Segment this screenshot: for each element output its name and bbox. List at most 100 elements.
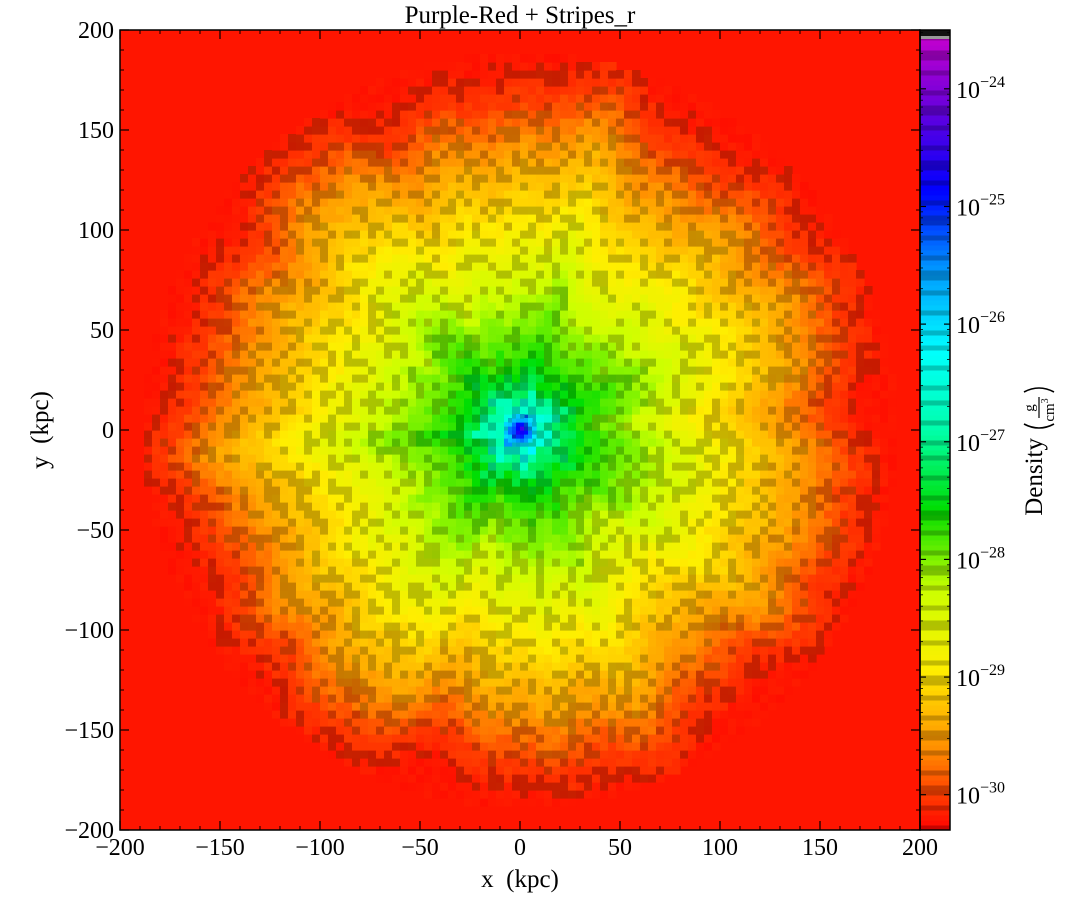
heatmap-cell (344, 622, 353, 631)
heatmap-cell (400, 278, 409, 287)
heatmap-cell (424, 790, 433, 799)
heatmap-cell (240, 374, 249, 383)
heatmap-cell (352, 294, 361, 303)
heatmap-cell (488, 558, 497, 567)
heatmap-cell (496, 550, 505, 559)
heatmap-cell (608, 614, 617, 623)
heatmap-cell (288, 382, 297, 391)
heatmap-cell (200, 310, 209, 319)
heatmap-cell (512, 646, 521, 655)
heatmap-cell (464, 702, 473, 711)
heatmap-cell (504, 406, 513, 415)
heatmap-cell (448, 494, 457, 503)
heatmap-cell (440, 726, 449, 735)
heatmap-cell (384, 110, 393, 119)
heatmap-cell (320, 470, 329, 479)
heatmap-cell (480, 166, 489, 175)
heatmap-cell (416, 158, 425, 167)
heatmap-cell (640, 494, 649, 503)
heatmap-cell (232, 190, 241, 199)
heatmap-cell (424, 734, 433, 743)
heatmap-cell (264, 694, 273, 703)
heatmap-cell (352, 110, 361, 119)
heatmap-cell (400, 734, 409, 743)
heatmap-cell (616, 310, 625, 319)
heatmap-cell (520, 126, 529, 135)
heatmap-cell (400, 366, 409, 375)
heatmap-cell (336, 318, 345, 327)
heatmap-cell (392, 542, 401, 551)
heatmap-cell (584, 758, 593, 767)
heatmap-cell (280, 142, 289, 151)
heatmap-cell (456, 350, 465, 359)
heatmap-cell (576, 326, 585, 335)
heatmap-cell (352, 566, 361, 575)
heatmap-cell (472, 78, 481, 87)
heatmap-cell (456, 638, 465, 647)
heatmap-cell (520, 278, 529, 287)
heatmap-cell (288, 422, 297, 431)
heatmap-cell (512, 622, 521, 631)
heatmap-cell (640, 374, 649, 383)
heatmap-cell (192, 486, 201, 495)
heatmap-cell (312, 366, 321, 375)
heatmap-cell (360, 694, 369, 703)
heatmap-cell (192, 422, 201, 431)
heatmap-cell (560, 454, 569, 463)
heatmap-cell (632, 294, 641, 303)
heatmap-cell (584, 310, 593, 319)
heatmap-cell (256, 326, 265, 335)
heatmap-cell (432, 158, 441, 167)
heatmap-cell (592, 262, 601, 271)
heatmap-cell (592, 454, 601, 463)
heatmap-cell (576, 758, 585, 767)
heatmap-cell (544, 678, 553, 687)
heatmap-cell (512, 726, 521, 735)
heatmap-cell (536, 518, 545, 527)
heatmap-cell (464, 142, 473, 151)
heatmap-cell (200, 342, 209, 351)
heatmap-cell (232, 454, 241, 463)
heatmap-cell (344, 710, 353, 719)
heatmap-cell (232, 334, 241, 343)
heatmap-cell (384, 750, 393, 759)
heatmap-cell (320, 438, 329, 447)
heatmap-cell (544, 62, 553, 71)
heatmap-cell (232, 670, 241, 679)
heatmap-cell (424, 438, 433, 447)
heatmap-cell (400, 334, 409, 343)
heatmap-cell (616, 230, 625, 239)
heatmap-cell (344, 158, 353, 167)
heatmap-cell (200, 526, 209, 535)
heatmap-cell (448, 262, 457, 271)
heatmap-cell (584, 326, 593, 335)
heatmap-cell (304, 630, 313, 639)
heatmap-cell (208, 398, 217, 407)
heatmap-cell (392, 750, 401, 759)
heatmap-cell (320, 566, 329, 575)
heatmap-cell (360, 414, 369, 423)
heatmap-cell (224, 286, 233, 295)
heatmap-cell (160, 462, 169, 471)
heatmap-cell (632, 438, 641, 447)
heatmap-cell (192, 342, 201, 351)
heatmap-cell (264, 446, 273, 455)
heatmap-cell (464, 694, 473, 703)
heatmap-cell (272, 262, 281, 271)
heatmap-cell (480, 446, 489, 455)
heatmap-cell (640, 310, 649, 319)
heatmap-cell (408, 174, 417, 183)
heatmap-cell (456, 78, 465, 87)
heatmap-cell (488, 470, 497, 479)
heatmap-cell (360, 454, 369, 463)
heatmap-cell (528, 358, 537, 367)
heatmap-cell (568, 254, 577, 263)
heatmap-cell (544, 86, 553, 95)
heatmap-cell (424, 86, 433, 95)
heatmap-cell (400, 782, 409, 791)
heatmap-cell (312, 174, 321, 183)
heatmap-cell (536, 718, 545, 727)
heatmap-cell (456, 622, 465, 631)
heatmap-cell (616, 702, 625, 711)
heatmap-cell (184, 382, 193, 391)
